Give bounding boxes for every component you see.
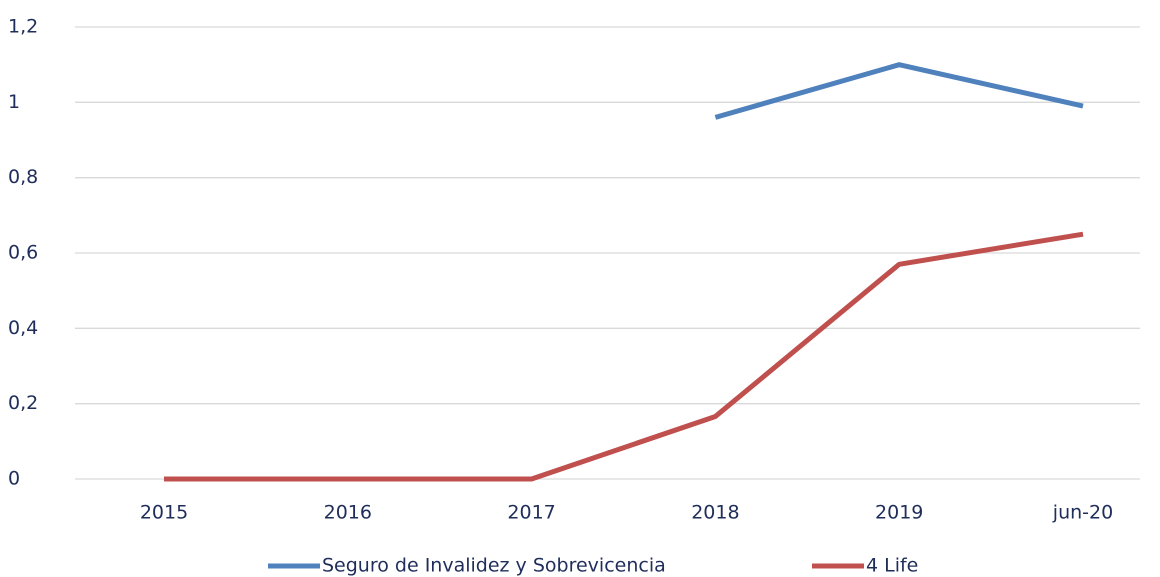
y-tick-label: 0,8 — [8, 166, 38, 188]
x-tick-label: 2018 — [691, 502, 739, 524]
y-tick-label: 1 — [8, 91, 20, 113]
series-line — [164, 231, 1084, 482]
legend-label: 4 Life — [866, 555, 918, 577]
y-tick-label: 1,2 — [8, 16, 38, 38]
x-tick-label: 2019 — [875, 502, 923, 524]
y-tick-label: 0,6 — [8, 242, 38, 264]
y-tick-label: 0,2 — [8, 392, 38, 414]
legend-label: Seguro de Invalidez y Sobrevicencia — [322, 555, 666, 577]
x-tick-label: 2016 — [324, 502, 372, 524]
y-tick-label: 0 — [8, 468, 20, 490]
series-line — [714, 62, 1084, 120]
y-tick-label: 0,4 — [8, 317, 38, 339]
x-tick-label: 2017 — [507, 502, 555, 524]
x-tick-label: jun-20 — [1052, 502, 1113, 524]
x-tick-label: 2015 — [140, 502, 188, 524]
legend: Seguro de Invalidez y Sobrevicencia 4 Lif… — [268, 555, 918, 577]
